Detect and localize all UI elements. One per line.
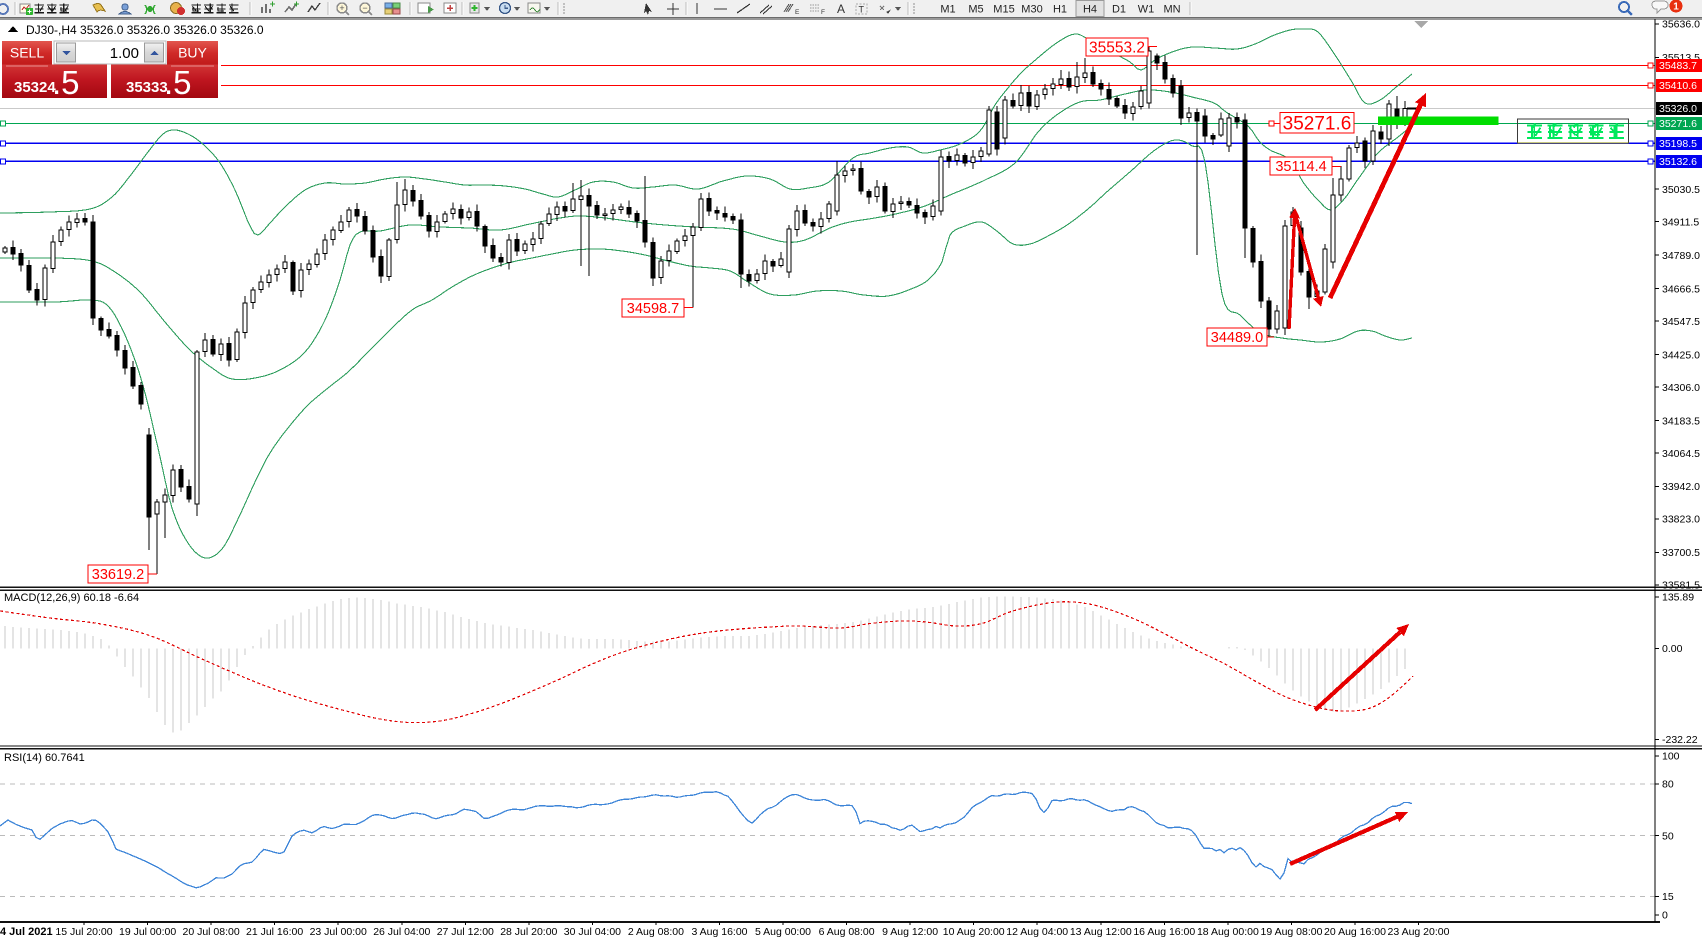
svg-text:T: T	[859, 5, 865, 15]
svg-text:35271.6: 35271.6	[1283, 114, 1352, 135]
svg-text:MACD(12,26,9) 60.18 -6.64: MACD(12,26,9) 60.18 -6.64	[4, 592, 139, 604]
svg-text:9 Aug 12:00: 9 Aug 12:00	[882, 926, 938, 937]
svg-text:34547.5: 34547.5	[1662, 316, 1700, 328]
svg-text:34789.0: 34789.0	[1662, 250, 1700, 262]
svg-text:3 Aug 16:00: 3 Aug 16:00	[691, 926, 747, 937]
svg-text:12 Aug 04:00: 12 Aug 04:00	[1006, 926, 1068, 937]
svg-text:20 Aug 16:00: 20 Aug 16:00	[1324, 926, 1386, 937]
svg-text:0.00: 0.00	[1662, 643, 1683, 655]
svg-text:2 Aug 08:00: 2 Aug 08:00	[628, 926, 684, 937]
svg-text:RSI(14) 60.7641: RSI(14) 60.7641	[4, 752, 85, 764]
svg-text:33942.0: 33942.0	[1662, 481, 1700, 493]
svg-text:M30: M30	[1021, 4, 1042, 16]
svg-text:80: 80	[1662, 779, 1674, 791]
svg-text:35271.6: 35271.6	[1659, 118, 1697, 130]
svg-text:34911.5: 34911.5	[1662, 216, 1699, 228]
svg-text:34598.7: 34598.7	[627, 301, 679, 317]
svg-text:13 Aug 12:00: 13 Aug 12:00	[1070, 926, 1132, 937]
svg-text:BUY: BUY	[178, 45, 207, 61]
svg-text:23 Jul 00:00: 23 Jul 00:00	[310, 926, 367, 937]
svg-text:100: 100	[1662, 751, 1680, 763]
svg-text:19 Aug 08:00: 19 Aug 08:00	[1261, 926, 1323, 937]
svg-text:1: 1	[1673, 2, 1679, 13]
svg-text:15 Jul 20:00: 15 Jul 20:00	[55, 926, 112, 937]
svg-text:16 Aug 16:00: 16 Aug 16:00	[1133, 926, 1195, 937]
svg-text:35114.4: 35114.4	[1275, 159, 1326, 175]
svg-text:35198.5: 35198.5	[1659, 138, 1697, 150]
svg-text:35483.7: 35483.7	[1659, 60, 1697, 72]
svg-text:34666.5: 34666.5	[1662, 283, 1700, 295]
svg-text:30 Jul 04:00: 30 Jul 04:00	[564, 926, 621, 937]
svg-text:18 Aug 00:00: 18 Aug 00:00	[1197, 926, 1259, 937]
svg-text:35553.2: 35553.2	[1089, 40, 1145, 57]
svg-text:26 Jul 04:00: 26 Jul 04:00	[373, 926, 430, 937]
svg-text:-232.22: -232.22	[1662, 734, 1698, 746]
svg-text:135.89: 135.89	[1662, 592, 1694, 604]
svg-text:0: 0	[1662, 910, 1668, 922]
svg-text:35333: 35333	[126, 79, 168, 96]
svg-text:1.00: 1.00	[110, 45, 139, 62]
svg-text:33619.2: 33619.2	[92, 567, 144, 583]
svg-text:5 Aug 00:00: 5 Aug 00:00	[755, 926, 811, 937]
svg-text:23 Aug 20:00: 23 Aug 20:00	[1388, 926, 1450, 937]
svg-text:35410.6: 35410.6	[1659, 80, 1697, 92]
svg-text:34183.5: 34183.5	[1662, 415, 1700, 427]
svg-text:MN: MN	[1163, 4, 1180, 16]
svg-text:34306.0: 34306.0	[1662, 382, 1700, 394]
svg-text:35030.5: 35030.5	[1662, 184, 1700, 196]
svg-text:27 Jul 12:00: 27 Jul 12:00	[437, 926, 494, 937]
svg-text:H4: H4	[1083, 4, 1097, 16]
svg-text:.5: .5	[52, 64, 80, 101]
svg-text:+: +	[339, 3, 344, 13]
svg-text:M1: M1	[940, 4, 955, 16]
svg-text:M5: M5	[968, 4, 983, 16]
svg-text:35132.6: 35132.6	[1659, 156, 1697, 168]
svg-text:50: 50	[1662, 830, 1674, 842]
svg-text:DJ30-,H4 35326.0 35326.0 3532: DJ30-,H4 35326.0 35326.0 35326.0 35326.0	[26, 23, 264, 37]
svg-text:W1: W1	[1138, 4, 1155, 16]
svg-text:−: −	[362, 3, 367, 13]
svg-text:15: 15	[1662, 891, 1674, 903]
svg-text:E: E	[795, 9, 800, 16]
svg-text:28 Jul 20:00: 28 Jul 20:00	[500, 926, 557, 937]
svg-text:6 Aug 08:00: 6 Aug 08:00	[819, 926, 875, 937]
svg-text:34425.0: 34425.0	[1662, 349, 1700, 361]
svg-text:33700.5: 33700.5	[1662, 547, 1700, 559]
svg-text:4 Jul 2021: 4 Jul 2021	[0, 926, 53, 937]
svg-text:H1: H1	[1053, 4, 1067, 16]
svg-text:35324: 35324	[14, 79, 56, 96]
svg-text:33823.0: 33823.0	[1662, 514, 1700, 526]
svg-text:F: F	[821, 9, 825, 16]
svg-text:34489.0: 34489.0	[1211, 330, 1263, 346]
svg-text:21 Jul 16:00: 21 Jul 16:00	[246, 926, 303, 937]
svg-text:D1: D1	[1112, 4, 1126, 16]
svg-text:20 Jul 08:00: 20 Jul 08:00	[182, 926, 239, 937]
svg-text:35326.0: 35326.0	[1659, 103, 1697, 115]
svg-text:10 Aug 20:00: 10 Aug 20:00	[943, 926, 1005, 937]
svg-text:SELL: SELL	[10, 45, 44, 61]
svg-text:M15: M15	[993, 4, 1014, 16]
svg-text:34064.5: 34064.5	[1662, 448, 1700, 460]
svg-text:.5: .5	[164, 64, 192, 101]
svg-text:19 Jul 00:00: 19 Jul 00:00	[119, 926, 176, 937]
svg-text:35636.0: 35636.0	[1662, 19, 1700, 31]
svg-text:A: A	[837, 2, 845, 16]
svg-text:33581.5: 33581.5	[1662, 580, 1700, 592]
